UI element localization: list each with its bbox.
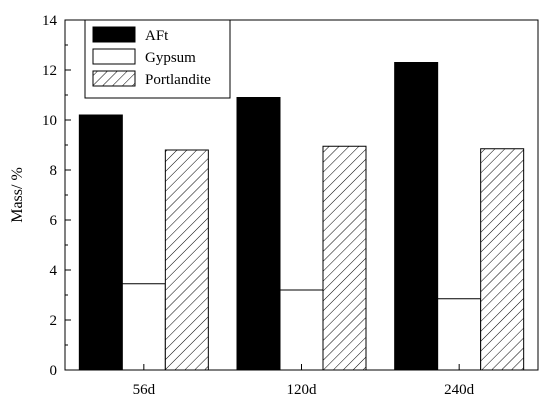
legend-swatch-gypsum: [92, 48, 136, 65]
legend-swatch-aft: [92, 26, 136, 43]
y-axis-title: Mass/ %: [9, 167, 26, 223]
x-tick-label: 120d: [287, 382, 318, 398]
x-tick-label: 56d: [133, 382, 156, 398]
legend-swatch-portlandite: [92, 70, 136, 87]
y-tick-label: 8: [50, 163, 58, 179]
bar-portlandite-56d: [164, 149, 209, 371]
legend: AFt Gypsum Portlandite: [84, 19, 231, 99]
x-axis: 56d 120d 240d: [133, 364, 475, 398]
bar-portlandite-120d: [322, 145, 367, 371]
x-tick-label: 240d: [444, 382, 475, 398]
legend-label-gypsum: Gypsum: [145, 50, 196, 66]
bar-aft-240d: [394, 62, 439, 371]
bars-group: [78, 62, 525, 371]
bar-gypsum-240d: [437, 298, 482, 371]
legend-label-portlandite: Portlandite: [145, 72, 211, 88]
y-tick-label: 14: [42, 13, 58, 29]
bar-aft-120d: [236, 97, 281, 371]
y-axis: 0 2 4 6 8 10 12 14: [42, 13, 71, 379]
y-tick-label: 2: [50, 313, 58, 329]
bar-gypsum-56d: [121, 283, 166, 371]
bar-gypsum-120d: [279, 289, 324, 371]
y-tick-label: 10: [42, 113, 57, 129]
y-tick-label: 12: [42, 63, 57, 79]
y-tick-label: 6: [50, 213, 58, 229]
bar-portlandite-240d: [480, 148, 525, 371]
y-tick-label: 0: [50, 363, 58, 379]
y-tick-label: 4: [50, 263, 58, 279]
legend-label-aft: AFt: [145, 28, 169, 44]
bar-aft-56d: [78, 114, 123, 371]
